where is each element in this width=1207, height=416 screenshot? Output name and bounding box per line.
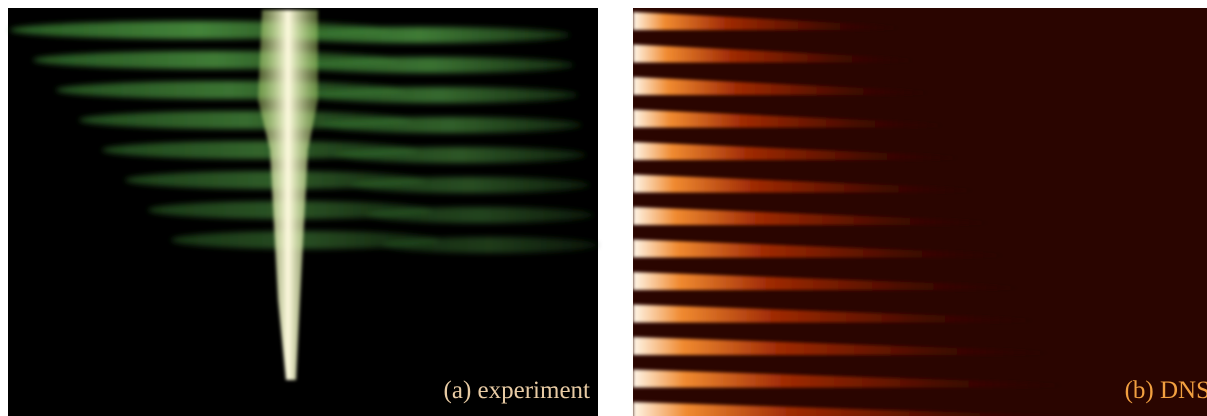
panel-label: (a) experiment [444,377,591,404]
dns-layer [633,109,945,128]
dye-layer [366,207,594,223]
dns-layer [633,239,1005,258]
dns-layers [633,12,1080,416]
dns-layer [633,207,990,225]
dye-layer [302,87,578,103]
dns-layer [633,272,1020,290]
dns-layer [633,77,930,95]
dns-layer [633,337,1050,355]
dns-layer [633,142,960,160]
dns-layer [633,44,915,63]
dns-layer [633,369,1065,388]
dye-layer [334,147,586,163]
dns-layer [633,304,1035,323]
panel-experiment: (a) experiment [8,8,598,416]
dye-layer [318,117,582,133]
dye-layer [286,57,574,73]
plume [258,10,318,380]
dye-layer [270,27,570,43]
dye-layer [350,177,590,193]
dns-layer [633,402,1080,416]
dye-layer [382,237,598,253]
dns-layer [633,174,975,193]
panel-label: (b) DNS [1125,377,1207,404]
dye-layer [171,231,439,249]
panel-dns: (b) DNS [633,8,1207,416]
dns-layer [633,12,900,30]
